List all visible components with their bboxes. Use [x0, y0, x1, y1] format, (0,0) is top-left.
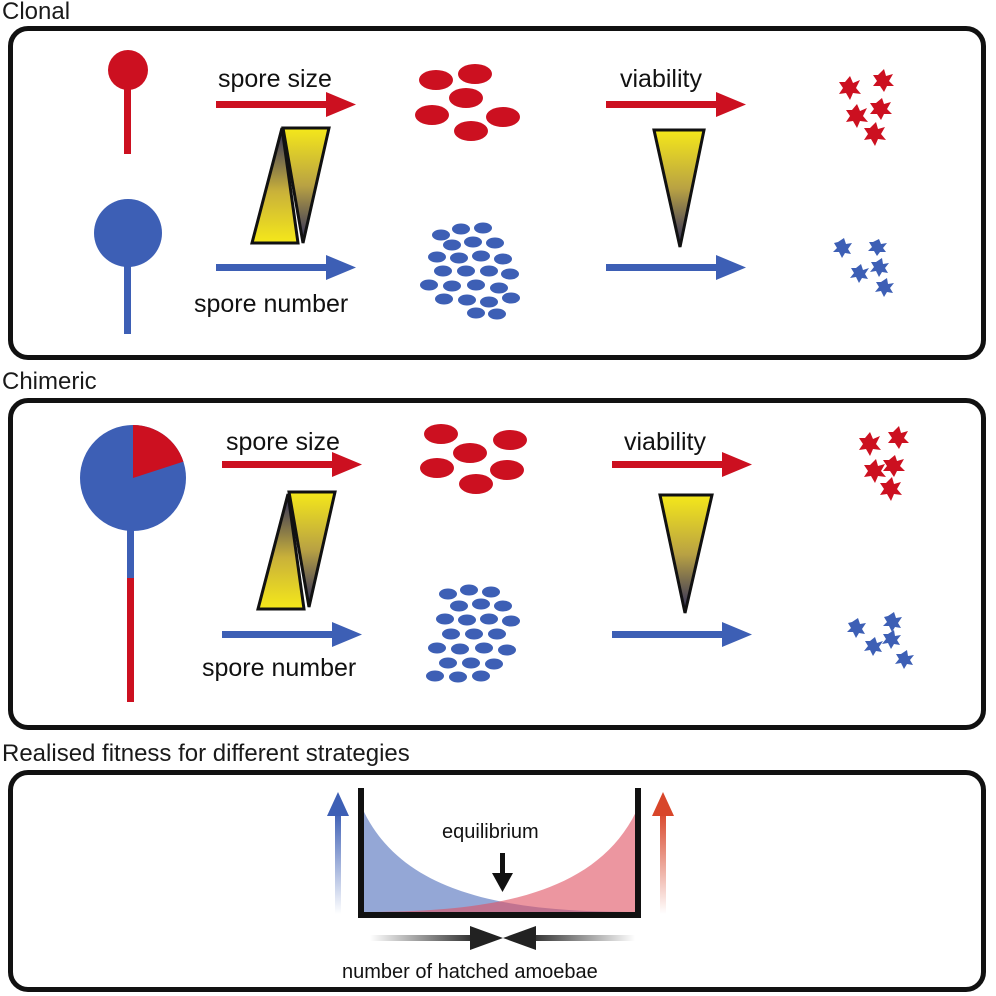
- blue-fitness-area: [360, 803, 640, 912]
- chimeric-viability-label: viability: [624, 428, 706, 456]
- equilibrium-arrow: [492, 853, 513, 892]
- clonal-red-amoebae: [839, 69, 894, 146]
- clonal-small-spores: [420, 222, 520, 320]
- clonal-viability-label: viability: [620, 65, 702, 93]
- red-fitness-arrow: [652, 792, 674, 914]
- equilibrium-label: equilibrium: [442, 821, 539, 843]
- red-fitness-area: [360, 803, 640, 912]
- clonal-blue-fruiting-body: [94, 199, 162, 334]
- clonal-spore-size-arrow: [216, 92, 356, 117]
- clonal-large-spores: [415, 64, 520, 141]
- clonal-spore-size-label: spore size: [218, 65, 332, 93]
- clonal-spore-number-label: spore number: [194, 290, 348, 318]
- chimeric-small-spores: [426, 584, 520, 683]
- chimeric-spore-size-arrow: [222, 452, 362, 477]
- chimeric-spore-size-label: spore size: [226, 428, 340, 456]
- chimeric-viability-arrow-red: [612, 452, 752, 477]
- chimeric-viability-arrow-blue: [612, 622, 752, 647]
- fitness-axes: [358, 788, 641, 918]
- clonal-red-fruiting-body: [108, 50, 148, 154]
- blue-fitness-arrow: [327, 792, 349, 914]
- clonal-tradeoff-triangle-up: [250, 127, 300, 245]
- chimeric-title: Chimeric: [2, 368, 97, 395]
- chimeric-large-spores: [420, 424, 527, 494]
- clonal-tradeoff-triangle-down: [281, 126, 331, 244]
- clonal-viability-arrow-blue: [606, 255, 746, 280]
- clonal-viability-arrow-red: [606, 92, 746, 117]
- chimeric-tradeoff-triangle-down: [287, 490, 337, 608]
- clonal-spore-number-arrow: [216, 255, 356, 280]
- chimeric-red-amoebae: [859, 426, 909, 501]
- hatched-amoebae-label: number of hatched amoebae: [342, 961, 598, 983]
- chimeric-spore-number-label: spore number: [202, 654, 356, 682]
- chimeric-fruiting-body: [80, 425, 186, 702]
- fitness-title: Realised fitness for different strategie…: [2, 740, 410, 767]
- chimeric-blue-amoebae: [847, 612, 914, 669]
- chimeric-tradeoff-triangle-up: [256, 493, 306, 611]
- axis-converging-arrows: [370, 926, 635, 950]
- chimeric-spore-number-arrow: [222, 622, 362, 647]
- chimeric-viability-triangle: [658, 493, 714, 614]
- clonal-title: Clonal: [2, 0, 71, 25]
- clonal-blue-amoebae: [833, 238, 894, 297]
- clonal-viability-triangle: [652, 128, 706, 248]
